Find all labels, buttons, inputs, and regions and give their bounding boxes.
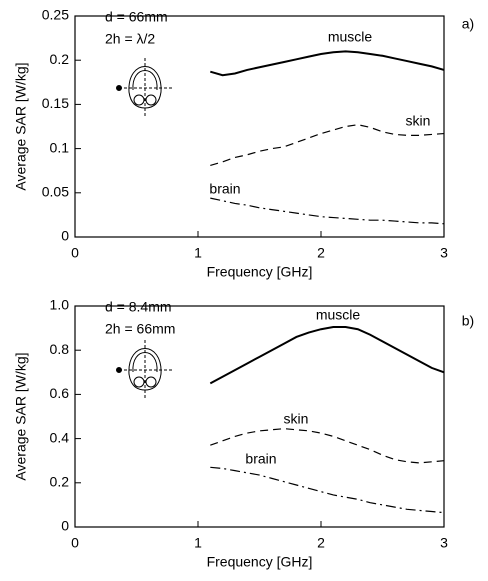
annotation: d = 66mm — [105, 9, 168, 25]
y-axis-label: Average SAR [W/kg] — [13, 352, 29, 480]
series-label: muscle — [316, 307, 361, 323]
y-tick-label: 0.2 — [50, 51, 70, 67]
x-tick-label: 0 — [71, 245, 79, 261]
annotation: 2h = λ/2 — [105, 31, 155, 47]
source-dot — [116, 367, 122, 373]
series-line — [210, 50, 445, 77]
annotation: 2h = 66mm — [105, 321, 175, 337]
y-tick-label: 1.0 — [50, 297, 70, 313]
y-tick-label: 0.15 — [42, 95, 69, 111]
series-line — [210, 124, 445, 166]
head-icon — [116, 58, 173, 116]
series-label: skin — [406, 113, 431, 129]
series-line — [210, 197, 445, 225]
y-axis-label: Average SAR [W/kg] — [13, 62, 29, 190]
x-tick-label: 1 — [194, 245, 202, 261]
x-axis-label: Frequency [GHz] — [207, 554, 313, 570]
y-tick-label: 0.1 — [50, 139, 70, 155]
y-tick-label: 0.4 — [50, 429, 70, 445]
panel-label: b) — [462, 313, 474, 329]
y-tick-label: 0.05 — [42, 184, 69, 200]
y-tick-label: 0 — [61, 518, 69, 534]
head-outline — [128, 66, 162, 109]
annotation: d = 8.4mm — [105, 299, 172, 315]
source-dot — [116, 85, 122, 91]
head-part — [145, 376, 157, 388]
x-tick-label: 0 — [71, 535, 79, 551]
head-icon — [116, 340, 173, 398]
series-line — [209, 325, 445, 385]
x-tick-label: 2 — [317, 535, 325, 551]
panel-label: a) — [462, 16, 474, 32]
plot-frame — [74, 15, 445, 238]
x-tick-label: 3 — [440, 245, 448, 261]
x-tick-label: 2 — [317, 245, 325, 261]
x-axis-label: Frequency [GHz] — [207, 264, 313, 280]
head-part — [145, 94, 157, 106]
series-label: muscle — [328, 29, 373, 45]
y-tick-label: 0.6 — [50, 385, 70, 401]
series-line — [210, 428, 445, 464]
y-tick-label: 0 — [61, 228, 69, 244]
series-line — [210, 466, 445, 514]
series-label: brain — [245, 451, 276, 467]
series-label: brain — [209, 181, 240, 197]
y-tick-label: 0.8 — [50, 341, 70, 357]
head-outline — [128, 348, 162, 391]
head-part — [133, 94, 145, 106]
x-tick-label: 3 — [440, 535, 448, 551]
x-tick-label: 1 — [194, 535, 202, 551]
series-label: skin — [284, 411, 309, 427]
y-tick-label: 0.2 — [50, 474, 70, 490]
plot-frame — [74, 305, 445, 528]
head-part — [133, 376, 145, 388]
y-tick-label: 0.25 — [42, 7, 69, 23]
